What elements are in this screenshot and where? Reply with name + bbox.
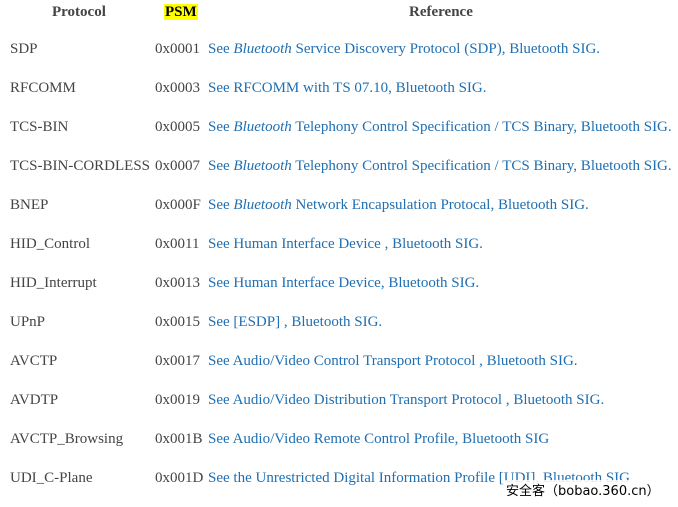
- header-reference: Reference: [409, 4, 473, 20]
- psm-cell: 0x0019: [155, 392, 200, 408]
- reference-link[interactable]: See Bluetooth Network Encapsulation Prot…: [208, 197, 589, 214]
- reference-link[interactable]: See Human Interface Device, Bluetooth SI…: [208, 275, 479, 292]
- reference-text: See [ESDP] , Bluetooth SIG.: [208, 314, 383, 330]
- reference-link[interactable]: See RFCOMM with TS 07.10, Bluetooth SIG.: [208, 80, 487, 97]
- protocol-cell: AVCTP_Browsing: [10, 431, 124, 447]
- table-row: HID_Interrupt 0x0013 See Human Interface…: [0, 275, 678, 295]
- reference-italic: Bluetooth: [233, 41, 292, 57]
- reference-text: See Human Interface Device , Bluetooth S…: [208, 236, 483, 252]
- table-row: SDP 0x0001 See Bluetooth Service Discove…: [0, 41, 678, 61]
- protocol-cell: RFCOMM: [10, 80, 76, 96]
- reference-text: See Audio/Video Remote Control Profile, …: [208, 431, 550, 447]
- psm-cell: 0x0007: [155, 158, 200, 174]
- protocol-cell: TCS-BIN-CORDLESS: [10, 158, 151, 174]
- reference-text: See: [208, 158, 234, 174]
- protocol-cell: HID_Control: [10, 236, 90, 252]
- reference-link[interactable]: See Human Interface Device , Bluetooth S…: [208, 236, 483, 253]
- reference-text: Telephony Control Specification / TCS Bi…: [291, 119, 672, 135]
- reference-italic: Bluetooth: [233, 158, 292, 174]
- reference-text: Network Encapsulation Protocal, Bluetoot…: [291, 197, 589, 213]
- protocol-cell: AVCTP: [10, 353, 58, 369]
- reference-link[interactable]: See Bluetooth Telephony Control Specific…: [208, 119, 672, 136]
- reference-text: Service Discovery Protocol (SDP), Blueto…: [291, 41, 601, 57]
- table-row: AVCTP_Browsing 0x001B See Audio/Video Re…: [0, 431, 678, 451]
- protocol-cell: HID_Interrupt: [10, 275, 97, 291]
- reference-link[interactable]: See Audio/Video Distribution Transport P…: [208, 392, 604, 409]
- protocol-cell: TCS-BIN: [10, 119, 69, 135]
- psm-cell: 0x001D: [155, 470, 204, 486]
- table-row: TCS-BIN 0x0005 See Bluetooth Telephony C…: [0, 119, 678, 139]
- reference-link[interactable]: See Audio/Video Control Transport Protoc…: [208, 353, 578, 370]
- reference-text: See Audio/Video Distribution Transport P…: [208, 392, 605, 408]
- table-row: AVCTP 0x0017 See Audio/Video Control Tra…: [0, 353, 678, 373]
- psm-cell: 0x000F: [155, 197, 201, 213]
- reference-text: Telephony Control Specification / TCS Bi…: [291, 158, 672, 174]
- psm-cell: 0x0003: [155, 80, 200, 96]
- reference-italic: Bluetooth: [233, 119, 292, 135]
- reference-link[interactable]: See Audio/Video Remote Control Profile, …: [208, 431, 549, 448]
- reference-link[interactable]: See [ESDP] , Bluetooth SIG.: [208, 314, 382, 331]
- watermark: 安全客（bobao.360.cn）: [506, 480, 660, 499]
- reference-text: See: [208, 119, 234, 135]
- psm-cell: 0x0001: [155, 41, 200, 57]
- psm-cell: 0x0005: [155, 119, 200, 135]
- header-protocol: Protocol: [52, 4, 106, 20]
- reference-link[interactable]: See Bluetooth Service Discovery Protocol…: [208, 41, 600, 58]
- psm-cell: 0x0013: [155, 275, 200, 291]
- protocol-cell: AVDTP: [10, 392, 59, 408]
- table-row: RFCOMM 0x0003 See RFCOMM with TS 07.10, …: [0, 80, 678, 100]
- psm-cell: 0x0015: [155, 314, 200, 330]
- reference-text: See: [208, 41, 234, 57]
- protocol-cell: UDI_C-Plane: [10, 470, 93, 486]
- psm-cell: 0x0017: [155, 353, 200, 369]
- reference-link[interactable]: See Bluetooth Telephony Control Specific…: [208, 158, 672, 175]
- table-row: TCS-BIN-CORDLESS 0x0007 See Bluetooth Te…: [0, 158, 678, 178]
- table-row: UPnP 0x0015 See [ESDP] , Bluetooth SIG.: [0, 314, 678, 334]
- reference-text: See RFCOMM with TS 07.10, Bluetooth SIG.: [208, 80, 487, 96]
- psm-cell: 0x001B: [155, 431, 203, 447]
- reference-text: See Audio/Video Control Transport Protoc…: [208, 353, 578, 369]
- table-row: AVDTP 0x0019 See Audio/Video Distributio…: [0, 392, 678, 412]
- table-row: BNEP 0x000F See Bluetooth Network Encaps…: [0, 197, 678, 217]
- protocol-cell: UPnP: [10, 314, 46, 330]
- protocol-cell: BNEP: [10, 197, 49, 213]
- protocol-cell: SDP: [10, 41, 38, 57]
- table-row: HID_Control 0x0011 See Human Interface D…: [0, 236, 678, 256]
- reference-text: See: [208, 197, 234, 213]
- reference-text: See Human Interface Device, Bluetooth SI…: [208, 275, 480, 291]
- psm-cell: 0x0011: [155, 236, 200, 252]
- header-psm: PSM: [164, 4, 198, 20]
- reference-italic: Bluetooth: [233, 197, 292, 213]
